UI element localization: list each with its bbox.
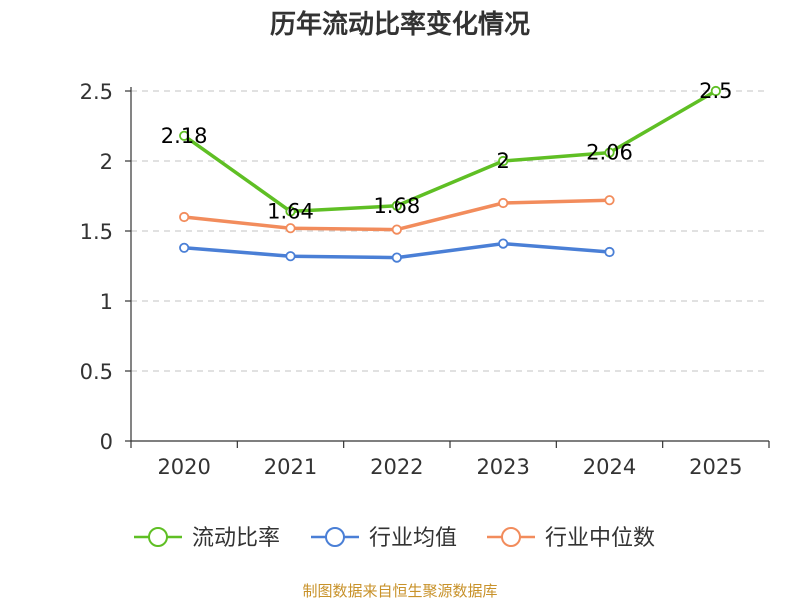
legend-label: 行业中位数	[545, 526, 655, 551]
legend-marker	[501, 527, 521, 547]
data-point[interactable]	[604, 195, 615, 206]
legend-label: 行业均值	[369, 526, 457, 551]
data-label: 2.5	[699, 79, 732, 103]
data-point[interactable]	[391, 224, 402, 235]
data-point[interactable]	[285, 223, 296, 234]
data-point[interactable]	[604, 246, 615, 258]
axes: 0 0.5 1 1.5 2 2.5 2020 2021 2022 2023 2024 2025	[80, 80, 770, 479]
series-line	[183, 89, 717, 214]
data-point[interactable]	[710, 85, 721, 97]
y-tick-label: 2	[100, 150, 113, 174]
legend: 流动比率 行业均值 行业中位数	[134, 526, 655, 551]
data-point[interactable]	[391, 252, 402, 263]
data-label: 1.68	[373, 194, 420, 218]
data-point[interactable]	[179, 130, 190, 141]
legend-item[interactable]: 流动比率	[134, 526, 280, 551]
data-label: 2.06	[586, 141, 633, 165]
legend-marker	[148, 527, 168, 547]
data-point[interactable]	[179, 211, 190, 223]
data-labels: 2.18 1.64 1.68 2 2.06 2.5	[161, 79, 733, 223]
x-tick-label: 2023	[476, 455, 529, 479]
gridlines	[131, 90, 769, 372]
legend-marker	[325, 527, 345, 547]
y-tick-label: 0.5	[80, 360, 113, 384]
data-point[interactable]	[498, 197, 509, 209]
y-tick-label: 1.5	[80, 220, 113, 244]
data-point[interactable]	[285, 251, 296, 262]
legend-item[interactable]: 行业均值	[311, 526, 457, 551]
x-tick-label: 2021	[264, 455, 317, 479]
y-tick-label: 2.5	[80, 80, 113, 104]
series-lines	[179, 85, 721, 263]
data-label: 2	[496, 149, 509, 173]
legend-label: 流动比率	[192, 526, 280, 551]
data-label: 1.64	[267, 199, 314, 223]
chart-title: 历年流动比率变化情况	[270, 9, 530, 40]
data-point[interactable]	[285, 206, 296, 217]
x-tick-label: 2024	[583, 455, 636, 479]
x-tick-label: 2025	[689, 455, 742, 479]
x-tick-label: 2022	[370, 455, 423, 479]
data-point[interactable]	[391, 200, 402, 211]
source-note: 制图数据来自恒生聚源数据库	[302, 582, 497, 600]
data-point[interactable]	[604, 147, 615, 158]
data-point[interactable]	[498, 155, 509, 167]
x-tick-label: 2020	[157, 455, 210, 479]
data-point[interactable]	[498, 238, 509, 249]
legend-item[interactable]: 行业中位数	[487, 526, 655, 551]
y-tick-label: 0	[100, 430, 113, 454]
data-label: 2.18	[161, 124, 208, 148]
y-tick-label: 1	[100, 290, 113, 314]
data-point[interactable]	[179, 242, 190, 253]
